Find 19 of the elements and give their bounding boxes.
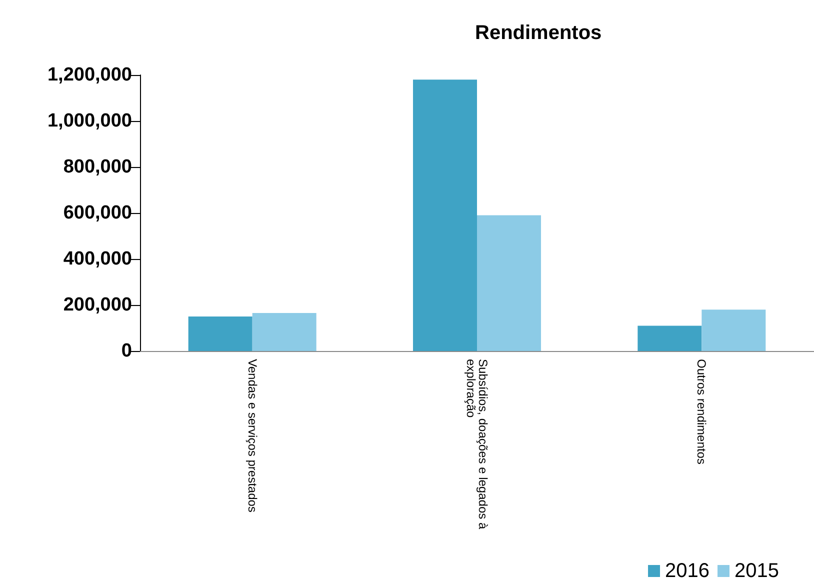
chart-title: Rendimentos bbox=[475, 22, 602, 44]
legend-label: 2015 bbox=[734, 560, 780, 582]
bar bbox=[188, 316, 252, 351]
x-tick-label: Outros rendimentos bbox=[694, 359, 709, 464]
bar bbox=[477, 215, 541, 351]
y-tick-label: 1,200,000 bbox=[47, 64, 132, 86]
y-tick-label: 600,000 bbox=[63, 202, 132, 224]
y-tick-label: 0 bbox=[121, 340, 132, 362]
bar bbox=[638, 326, 702, 351]
legend-label: 2016 bbox=[665, 560, 710, 582]
y-tick-label: 800,000 bbox=[63, 156, 132, 178]
x-tick-label: Vendas e serviços prestados bbox=[245, 359, 260, 512]
bar bbox=[413, 80, 477, 351]
bar bbox=[252, 313, 316, 351]
y-tick-label: 200,000 bbox=[63, 294, 132, 316]
x-tick-label: Subsídios, doações e legados à exploração bbox=[464, 359, 490, 532]
y-tick-label: 400,000 bbox=[63, 248, 132, 270]
bar bbox=[702, 310, 766, 351]
y-tick-label: 1,000,000 bbox=[47, 110, 132, 132]
